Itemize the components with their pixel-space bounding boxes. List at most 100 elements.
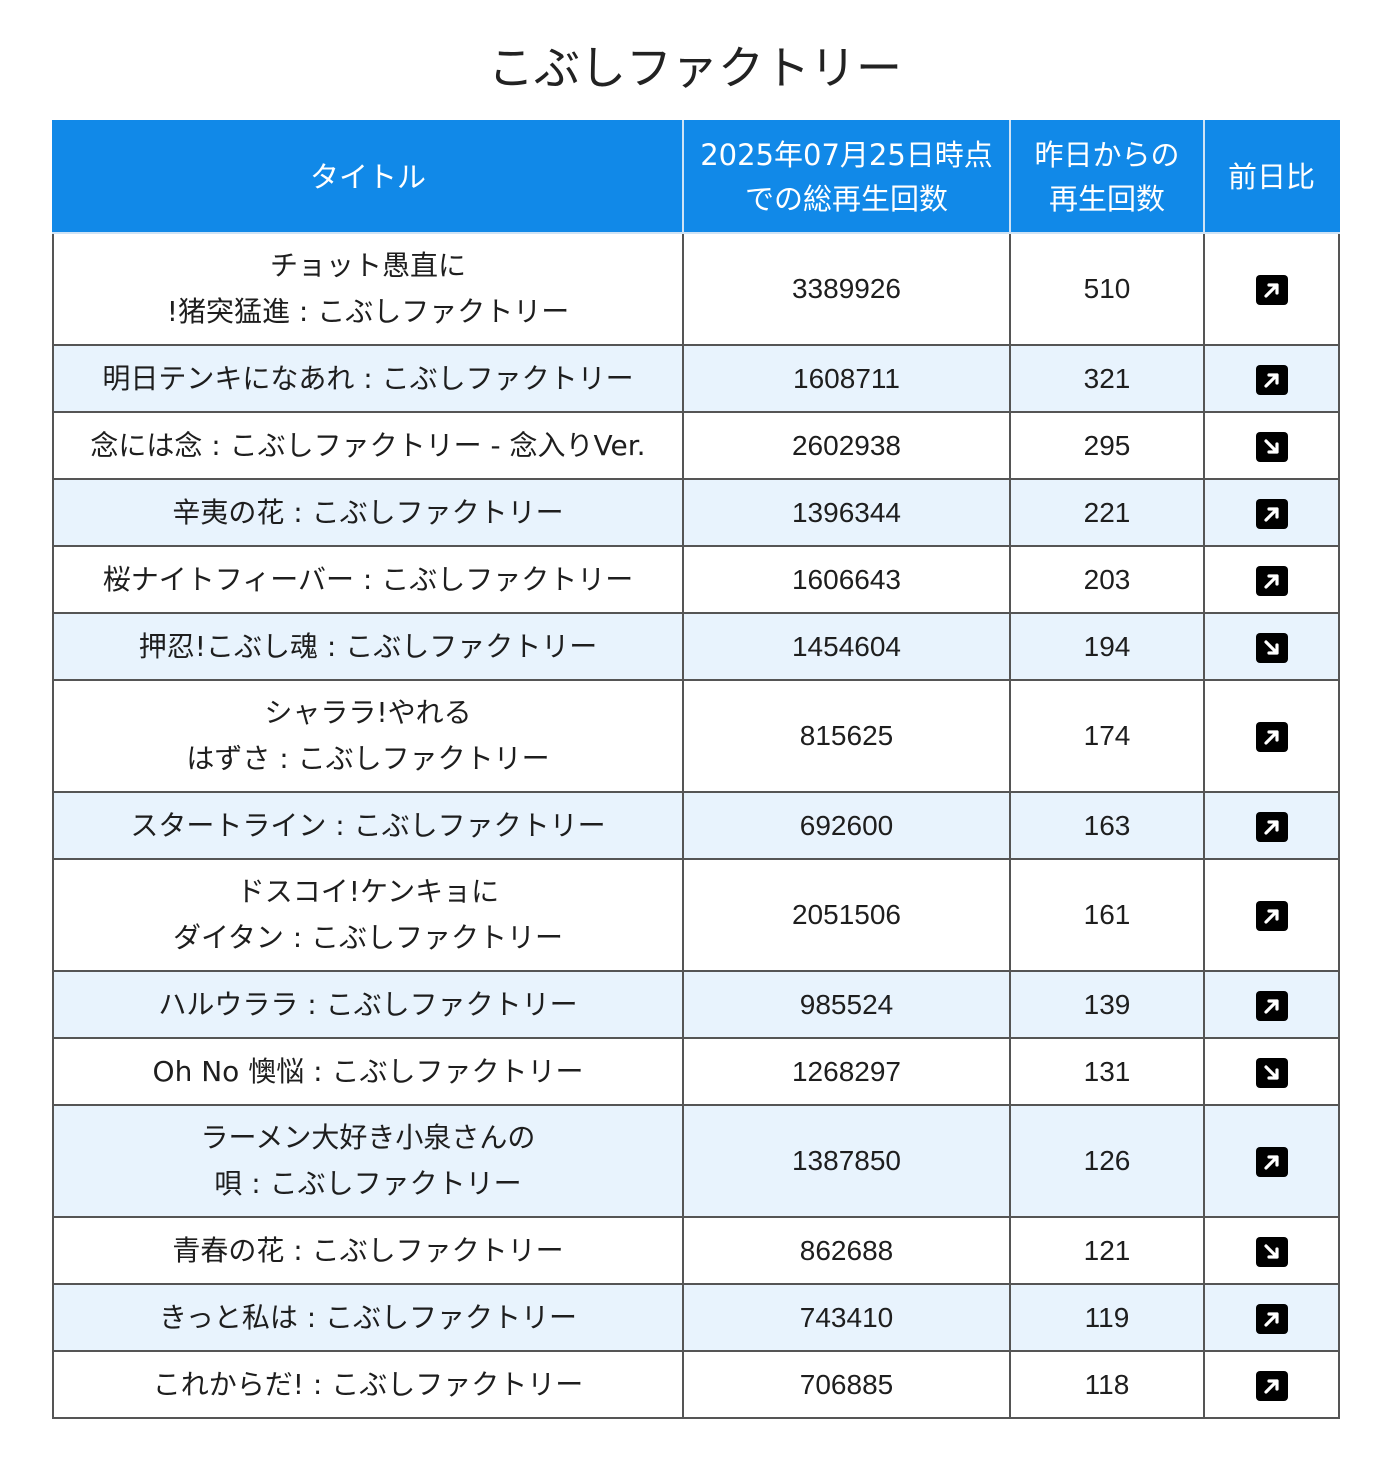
song-title: ドスコイ!ケンキョに ダイタン : こぶしファクトリー	[172, 875, 564, 954]
song-title-cell: Oh No 懊悩 : こぶしファクトリー	[52, 1037, 684, 1106]
song-title: チョット愚直に !猪突猛進 : こぶしファクトリー	[166, 249, 570, 328]
change-cell	[1203, 478, 1340, 547]
up-right-arrow-icon	[1255, 275, 1288, 305]
down-right-arrow-icon	[1255, 632, 1288, 663]
change-cell	[1203, 411, 1340, 480]
song-title-cell: シャララ!やれる はずさ : こぶしファクトリー	[52, 679, 684, 793]
change-cell	[1203, 1104, 1340, 1218]
up-right-arrow-icon	[1255, 990, 1288, 1021]
daily-plays-cell: 119	[1009, 1283, 1205, 1352]
total-plays-cell: 1608711	[682, 344, 1011, 413]
total-plays-cell: 706885	[682, 1350, 1011, 1419]
daily-plays-cell: 295	[1009, 411, 1205, 480]
daily-plays-cell: 126	[1009, 1104, 1205, 1218]
song-title: 念には念 : こぶしファクトリー - 念入りVer.	[90, 428, 646, 462]
total-plays-cell: 1387850	[682, 1104, 1011, 1218]
song-title-cell: これからだ! : こぶしファクトリー	[52, 1350, 684, 1419]
table-row: シャララ!やれる はずさ : こぶしファクトリー 815625 174	[52, 679, 1340, 793]
daily-plays-cell: 194	[1009, 612, 1205, 681]
table-row: 明日テンキになあれ : こぶしファクトリー 1608711 321	[52, 344, 1340, 413]
header-row: タイトル 2025年07月25日時点 での総再生回数 昨日からの 再生回数 前日…	[52, 120, 1340, 234]
total-plays-cell: 1454604	[682, 612, 1011, 681]
up-right-arrow-icon	[1255, 565, 1288, 596]
up-right-arrow-icon	[1255, 722, 1288, 752]
table-row: 押忍!こぶし魂 : こぶしファクトリー 1454604 194	[52, 612, 1340, 681]
table-row: ラーメン大好き小泉さんの 唄 : こぶしファクトリー 1387850 126	[52, 1104, 1340, 1218]
total-plays-cell: 2051506	[682, 858, 1011, 972]
change-cell	[1203, 791, 1340, 860]
total-plays-cell: 743410	[682, 1283, 1011, 1352]
daily-plays-cell: 174	[1009, 679, 1205, 793]
change-cell	[1203, 1350, 1340, 1419]
header-change: 前日比	[1203, 120, 1340, 234]
header-total-plays: 2025年07月25日時点 での総再生回数	[682, 120, 1011, 234]
daily-plays-cell: 161	[1009, 858, 1205, 972]
table-row: チョット愚直に !猪突猛進 : こぶしファクトリー 3389926 510	[52, 232, 1340, 346]
song-title-cell: 辛夷の花 : こぶしファクトリー	[52, 478, 684, 547]
down-right-arrow-icon	[1255, 431, 1288, 462]
up-right-arrow-icon	[1255, 498, 1288, 529]
up-right-arrow-icon	[1255, 901, 1288, 931]
total-plays-cell: 3389926	[682, 232, 1011, 346]
table-row: 桜ナイトフィーバー : こぶしファクトリー 1606643 203	[52, 545, 1340, 614]
change-cell	[1203, 344, 1340, 413]
total-plays-cell: 1268297	[682, 1037, 1011, 1106]
total-plays-cell: 1396344	[682, 478, 1011, 547]
song-title-cell: 明日テンキになあれ : こぶしファクトリー	[52, 344, 684, 413]
daily-plays-cell: 321	[1009, 344, 1205, 413]
up-right-arrow-icon	[1255, 1303, 1288, 1334]
table-row: Oh No 懊悩 : こぶしファクトリー 1268297 131	[52, 1037, 1340, 1106]
header-daily-plays: 昨日からの 再生回数	[1009, 120, 1205, 234]
song-title-cell: ラーメン大好き小泉さんの 唄 : こぶしファクトリー	[52, 1104, 684, 1218]
song-title-cell: ハルウララ : こぶしファクトリー	[52, 970, 684, 1039]
down-right-arrow-icon	[1255, 1057, 1288, 1088]
daily-plays-cell: 118	[1009, 1350, 1205, 1419]
song-title-cell: 桜ナイトフィーバー : こぶしファクトリー	[52, 545, 684, 614]
up-right-arrow-icon	[1255, 1370, 1288, 1401]
page-title: こぶしファクトリー	[488, 41, 902, 95]
down-right-arrow-icon	[1255, 1236, 1288, 1267]
total-plays-cell: 1606643	[682, 545, 1011, 614]
song-title: 青春の花 : こぶしファクトリー	[172, 1233, 564, 1267]
song-title: スタートライン : こぶしファクトリー	[130, 808, 606, 842]
daily-plays-cell: 203	[1009, 545, 1205, 614]
song-title-cell: 押忍!こぶし魂 : こぶしファクトリー	[52, 612, 684, 681]
song-title-cell: 念には念 : こぶしファクトリー - 念入りVer.	[52, 411, 684, 480]
total-plays-cell: 692600	[682, 791, 1011, 860]
song-title: これからだ! : こぶしファクトリー	[152, 1367, 584, 1401]
table-body: チョット愚直に !猪突猛進 : こぶしファクトリー 3389926 510 明日テンキ…	[52, 232, 1340, 1419]
header-title: タイトル	[52, 120, 684, 234]
table-row: 青春の花 : こぶしファクトリー 862688 121	[52, 1216, 1340, 1285]
change-cell	[1203, 232, 1340, 346]
daily-plays-cell: 139	[1009, 970, 1205, 1039]
song-title-cell: きっと私は : こぶしファクトリー	[52, 1283, 684, 1352]
song-title-cell: スタートライン : こぶしファクトリー	[52, 791, 684, 860]
change-cell	[1203, 612, 1340, 681]
total-plays-cell: 985524	[682, 970, 1011, 1039]
table-row: スタートライン : こぶしファクトリー 692600 163	[52, 791, 1340, 860]
change-cell	[1203, 970, 1340, 1039]
song-title: 辛夷の花 : こぶしファクトリー	[172, 495, 564, 529]
song-title: きっと私は : こぶしファクトリー	[158, 1300, 578, 1334]
change-cell	[1203, 1283, 1340, 1352]
song-title: 明日テンキになあれ : こぶしファクトリー	[102, 361, 634, 395]
change-cell	[1203, 679, 1340, 793]
song-title-cell: チョット愚直に !猪突猛進 : こぶしファクトリー	[52, 232, 684, 346]
up-right-arrow-icon	[1255, 1147, 1288, 1177]
total-plays-cell: 862688	[682, 1216, 1011, 1285]
song-title: Oh No 懊悩 : こぶしファクトリー	[152, 1054, 584, 1088]
table-row: 念には念 : こぶしファクトリー - 念入りVer. 2602938 295	[52, 411, 1340, 480]
change-cell	[1203, 1216, 1340, 1285]
table-row: きっと私は : こぶしファクトリー 743410 119	[52, 1283, 1340, 1352]
daily-plays-cell: 121	[1009, 1216, 1205, 1285]
up-right-arrow-icon	[1255, 811, 1288, 842]
change-cell	[1203, 858, 1340, 972]
song-title-cell: ドスコイ!ケンキョに ダイタン : こぶしファクトリー	[52, 858, 684, 972]
daily-plays-cell: 221	[1009, 478, 1205, 547]
table-row: ドスコイ!ケンキョに ダイタン : こぶしファクトリー 2051506 161	[52, 858, 1340, 972]
song-title: ハルウララ : こぶしファクトリー	[158, 987, 578, 1021]
table-row: 辛夷の花 : こぶしファクトリー 1396344 221	[52, 478, 1340, 547]
change-cell	[1203, 1037, 1340, 1106]
table-row: ハルウララ : こぶしファクトリー 985524 139	[52, 970, 1340, 1039]
song-title: シャララ!やれる はずさ : こぶしファクトリー	[186, 696, 550, 775]
